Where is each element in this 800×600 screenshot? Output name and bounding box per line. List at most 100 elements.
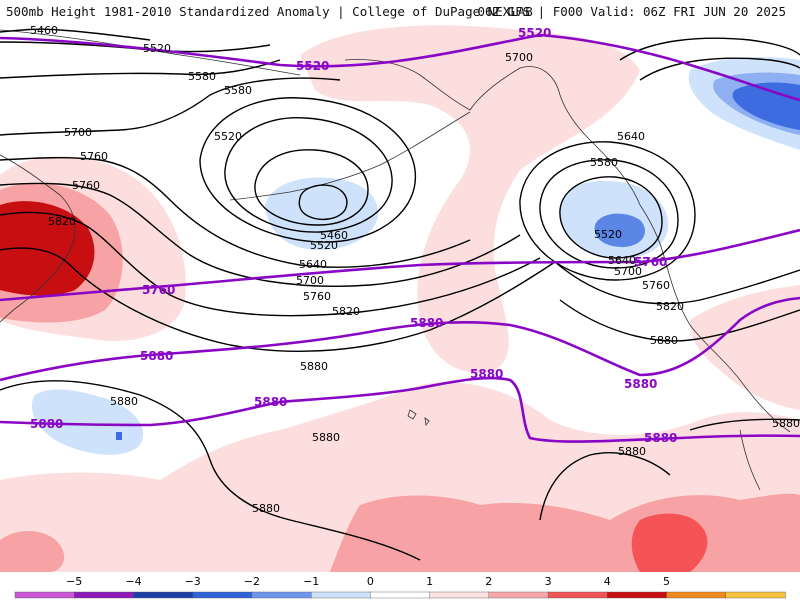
colorbar-cell — [251, 591, 312, 599]
contour-label: 5460 — [30, 24, 58, 37]
contour-low-gulf-inner — [559, 176, 663, 259]
ref-contour-label: 5880 — [470, 367, 503, 381]
contour-label: 5640 — [608, 254, 636, 267]
ref-contour-label: 5880 — [30, 417, 63, 431]
colorbar: −5 −4 −3 −2 −1 0 1 2 3 4 5 — [0, 572, 800, 600]
colorbar-tick-label: −2 — [244, 575, 260, 588]
contour-label: 5880 — [110, 395, 138, 408]
colorbar-cell — [607, 591, 668, 599]
valid-time-label: 06Z GFS | F000 Valid: 06Z FRI JUN 20 202… — [477, 4, 786, 19]
colorbar-cell — [488, 591, 549, 599]
contour-labels: 5460 5520 5580 5700 5760 5760 5820 5580 … — [30, 24, 800, 515]
colorbar-tick-label: 1 — [426, 575, 433, 588]
colorbar-tick-label: 3 — [545, 575, 552, 588]
colorbar-cell — [370, 591, 431, 599]
contour-label: 5880 — [300, 360, 328, 373]
map-title: 500mb Height 1981-2010 Standardized Anom… — [6, 4, 533, 19]
coastline-asia-east — [0, 154, 76, 323]
contour-label: 5760 — [303, 290, 331, 303]
contour-label: 5820 — [48, 215, 76, 228]
ref-contour-5520 — [0, 33, 800, 102]
anomaly-moderate-central-pacific — [116, 432, 122, 440]
coastline-hawaii — [407, 409, 430, 427]
contour-5880-east — [559, 299, 800, 342]
ref-contour-label: 5880 — [254, 395, 287, 409]
colorbar-cell — [666, 591, 727, 599]
contour-5760-west — [0, 182, 521, 287]
contour-low-bering-inner — [254, 149, 369, 226]
colorbar-cell — [311, 591, 372, 599]
contour-label: 5880 — [618, 445, 646, 458]
contour-low-gulf-mid — [539, 159, 679, 269]
coastline-aleutians — [229, 111, 471, 201]
contour-label: 5580 — [590, 156, 618, 169]
contour-label: 5520 — [594, 228, 622, 241]
contour-label: 5880 — [312, 431, 340, 444]
colorbar-ticks: −5 −4 −3 −2 −1 0 1 2 3 4 5 — [66, 575, 670, 588]
contour-5580-north — [0, 59, 281, 79]
contour-east-canada-low — [619, 37, 800, 61]
coastline-siberia — [0, 29, 301, 76]
contour-5640-west — [0, 77, 341, 136]
contour-5880-southeast — [539, 452, 671, 521]
height-contours — [0, 28, 800, 561]
anomaly-positive-northpacific — [300, 25, 640, 373]
coastlines — [0, 29, 791, 491]
colorbar-tick-label: −5 — [66, 575, 82, 588]
contour-label: 5700 — [64, 126, 92, 139]
ref-contour-label: 5880 — [410, 316, 443, 330]
contour-label: 5820 — [332, 305, 360, 318]
contour-low-bering-core — [298, 184, 348, 221]
ref-contour-label: 5880 — [624, 377, 657, 391]
colorbar-tick-label: −4 — [125, 575, 141, 588]
colorbar-tick-label: 0 — [367, 575, 374, 588]
contour-label: 5700 — [614, 265, 642, 278]
contour-5880-southwest — [0, 380, 421, 561]
contour-5820-west — [0, 211, 541, 317]
ref-contour-label: 5520 — [296, 59, 329, 73]
colorbar-cell — [192, 591, 253, 599]
contour-label: 5880 — [252, 502, 280, 515]
ref-contour-label: 5880 — [140, 349, 173, 363]
reference-contour-labels: 5520 5520 5760 5760 5880 5880 5880 5880 … — [30, 26, 677, 445]
ref-contour-label: 5760 — [634, 255, 667, 269]
colorbar-tick-label: −1 — [303, 575, 319, 588]
colorbar-cell — [14, 591, 75, 599]
contour-label: 5520 — [310, 239, 338, 252]
contour-east-canada-low-2 — [639, 57, 800, 81]
colorbar-cells — [14, 591, 786, 599]
colorbar-tick-label: 5 — [663, 575, 670, 588]
anomaly-negative-central-pacific — [31, 389, 144, 455]
coastline-north-america-west — [639, 204, 791, 433]
contour-low-gulf-outer — [519, 141, 696, 281]
anomaly-moderate-gulf — [594, 213, 645, 248]
contour-low-bering-outer — [199, 97, 417, 243]
contour-label: 5640 — [617, 130, 645, 143]
contour-label: 5640 — [299, 258, 327, 271]
ref-contour-label: 5760 — [142, 283, 175, 297]
contour-label: 5460 — [320, 229, 348, 242]
contour-5880-far-east — [689, 418, 800, 431]
contour-label: 5700 — [505, 51, 533, 64]
colorbar-tick-label: 4 — [604, 575, 611, 588]
reference-contours — [0, 33, 800, 443]
anomaly-moderate-south-tip — [631, 513, 708, 572]
contour-label: 5820 — [656, 300, 684, 313]
colorbar-cell — [429, 591, 490, 599]
contour-label: 5700 — [296, 274, 324, 287]
colorbar-cell — [725, 591, 786, 599]
colorbar-tick-label: −3 — [185, 575, 201, 588]
contour-label: 5760 — [80, 150, 108, 163]
colorbar-cell — [547, 591, 608, 599]
contour-label: 5880 — [772, 417, 800, 430]
ref-contour-5880-lower — [0, 376, 800, 443]
anomaly-negative-bering — [265, 177, 379, 250]
anomaly-positive-southeast — [690, 285, 800, 410]
colorbar-cell — [73, 591, 135, 599]
contour-low-bering-mid — [224, 117, 393, 233]
anomaly-map: 5460 5520 5580 5700 5760 5760 5820 5580 … — [0, 22, 800, 572]
contour-5700-west — [0, 157, 471, 268]
contour-label: 5520 — [214, 130, 242, 143]
anomaly-strong-west — [0, 201, 95, 296]
